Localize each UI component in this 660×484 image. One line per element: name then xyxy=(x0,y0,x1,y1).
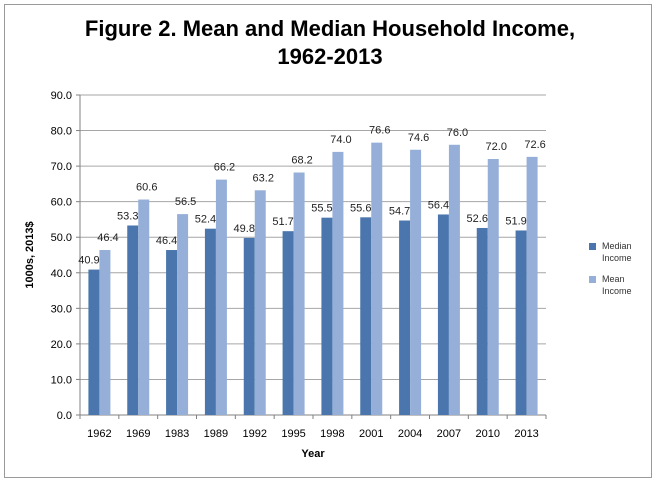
x-tick-label: 1983 xyxy=(165,428,189,440)
data-label-median: 46.4 xyxy=(156,235,177,247)
bar-median xyxy=(166,250,178,415)
bar-mean xyxy=(410,149,422,415)
legend-label-mean-line-1: Mean xyxy=(602,274,625,284)
bar-mean xyxy=(487,159,499,415)
data-label-median: 40.9 xyxy=(78,255,99,267)
y-tick-label: 40.0 xyxy=(51,268,72,280)
data-label-mean: 60.6 xyxy=(136,182,157,194)
bar-mean xyxy=(177,214,189,415)
y-tick-label: 90.0 xyxy=(51,90,72,102)
data-label-median: 56.4 xyxy=(428,199,449,211)
bar-median xyxy=(399,220,411,415)
data-label-mean: 46.4 xyxy=(97,232,118,244)
bar-median xyxy=(476,227,488,415)
bar-median xyxy=(321,217,333,415)
bar-mean xyxy=(138,199,150,415)
x-tick-label: 2007 xyxy=(437,428,461,440)
y-tick-label: 20.0 xyxy=(51,339,72,351)
bar-mean xyxy=(215,179,227,415)
legend-item-median: Median Income xyxy=(589,240,642,264)
data-label-median: 53.3 xyxy=(117,210,138,222)
bar-median xyxy=(127,225,139,415)
legend: Median Income Mean Income xyxy=(589,240,642,306)
bar-mean xyxy=(254,190,266,415)
legend-swatch-mean xyxy=(589,276,596,283)
data-label-mean: 76.0 xyxy=(447,127,468,139)
x-tick-label: 1998 xyxy=(320,428,344,440)
y-tick-label: 50.0 xyxy=(51,232,72,244)
data-label-mean: 72.0 xyxy=(486,141,507,153)
legend-label-median: Median Income xyxy=(602,240,642,264)
legend-label-median-line-2: Income xyxy=(602,253,632,263)
data-label-median: 52.6 xyxy=(467,213,488,225)
data-label-median: 55.6 xyxy=(350,202,371,214)
data-label-mean: 68.2 xyxy=(291,155,312,167)
bar-median xyxy=(437,214,449,415)
bar-median xyxy=(515,230,527,415)
data-label-median: 55.5 xyxy=(311,203,332,215)
legend-label-mean: Mean Income xyxy=(602,273,642,297)
y-tick-label: 80.0 xyxy=(51,126,72,138)
data-label-mean: 74.0 xyxy=(330,134,351,146)
x-tick-label: 2013 xyxy=(514,428,538,440)
chart-title-line-2: 1962-2013 xyxy=(277,44,383,69)
bar-mean xyxy=(293,172,305,415)
bar-median xyxy=(204,228,216,415)
data-label-mean: 74.6 xyxy=(408,132,429,144)
data-label-mean: 63.2 xyxy=(253,172,274,184)
chart-title: Figure 2. Mean and Median Household Inco… xyxy=(0,15,660,71)
y-tick-label: 30.0 xyxy=(51,303,72,315)
bar-median xyxy=(243,237,255,415)
bar-mean xyxy=(526,156,538,415)
data-label-mean: 72.6 xyxy=(524,139,545,151)
data-label-mean: 76.6 xyxy=(369,125,390,137)
data-label-median: 51.7 xyxy=(272,216,293,228)
data-label-median: 52.4 xyxy=(195,214,216,226)
legend-label-mean-line-2: Income xyxy=(602,286,632,296)
x-tick-label: 1969 xyxy=(126,428,150,440)
x-tick-label: 1989 xyxy=(204,428,228,440)
x-tick-label: 1995 xyxy=(281,428,305,440)
x-tick-label: 1962 xyxy=(87,428,111,440)
x-tick-label: 2010 xyxy=(476,428,500,440)
y-tick-label: 10.0 xyxy=(51,374,72,386)
bar-mean xyxy=(448,144,460,415)
bar-median xyxy=(88,269,100,415)
chart-title-line-1: Figure 2. Mean and Median Household Inco… xyxy=(84,16,576,41)
bar-median xyxy=(282,231,294,415)
legend-item-mean: Mean Income xyxy=(589,273,642,297)
bar-median xyxy=(360,217,372,415)
y-axis-title: 1000s, 2013$ xyxy=(24,221,36,288)
y-tick-label: 60.0 xyxy=(51,197,72,209)
bar-mean xyxy=(99,250,111,415)
data-label-median: 54.7 xyxy=(389,206,410,218)
data-label-median: 51.9 xyxy=(505,215,526,227)
x-axis-title: Year xyxy=(301,448,325,460)
data-label-mean: 66.2 xyxy=(214,162,235,174)
y-tick-label: 0.0 xyxy=(57,410,72,422)
legend-swatch-median xyxy=(589,243,596,250)
y-tick-label: 70.0 xyxy=(51,161,72,173)
x-tick-label: 1992 xyxy=(243,428,267,440)
legend-label-median-line-1: Median xyxy=(602,241,632,251)
x-tick-label: 2001 xyxy=(359,428,383,440)
bar-mean xyxy=(371,142,383,415)
x-tick-label: 2004 xyxy=(398,428,422,440)
bar-mean xyxy=(332,151,344,415)
data-label-mean: 56.5 xyxy=(175,196,196,208)
data-label-median: 49.8 xyxy=(234,223,255,235)
